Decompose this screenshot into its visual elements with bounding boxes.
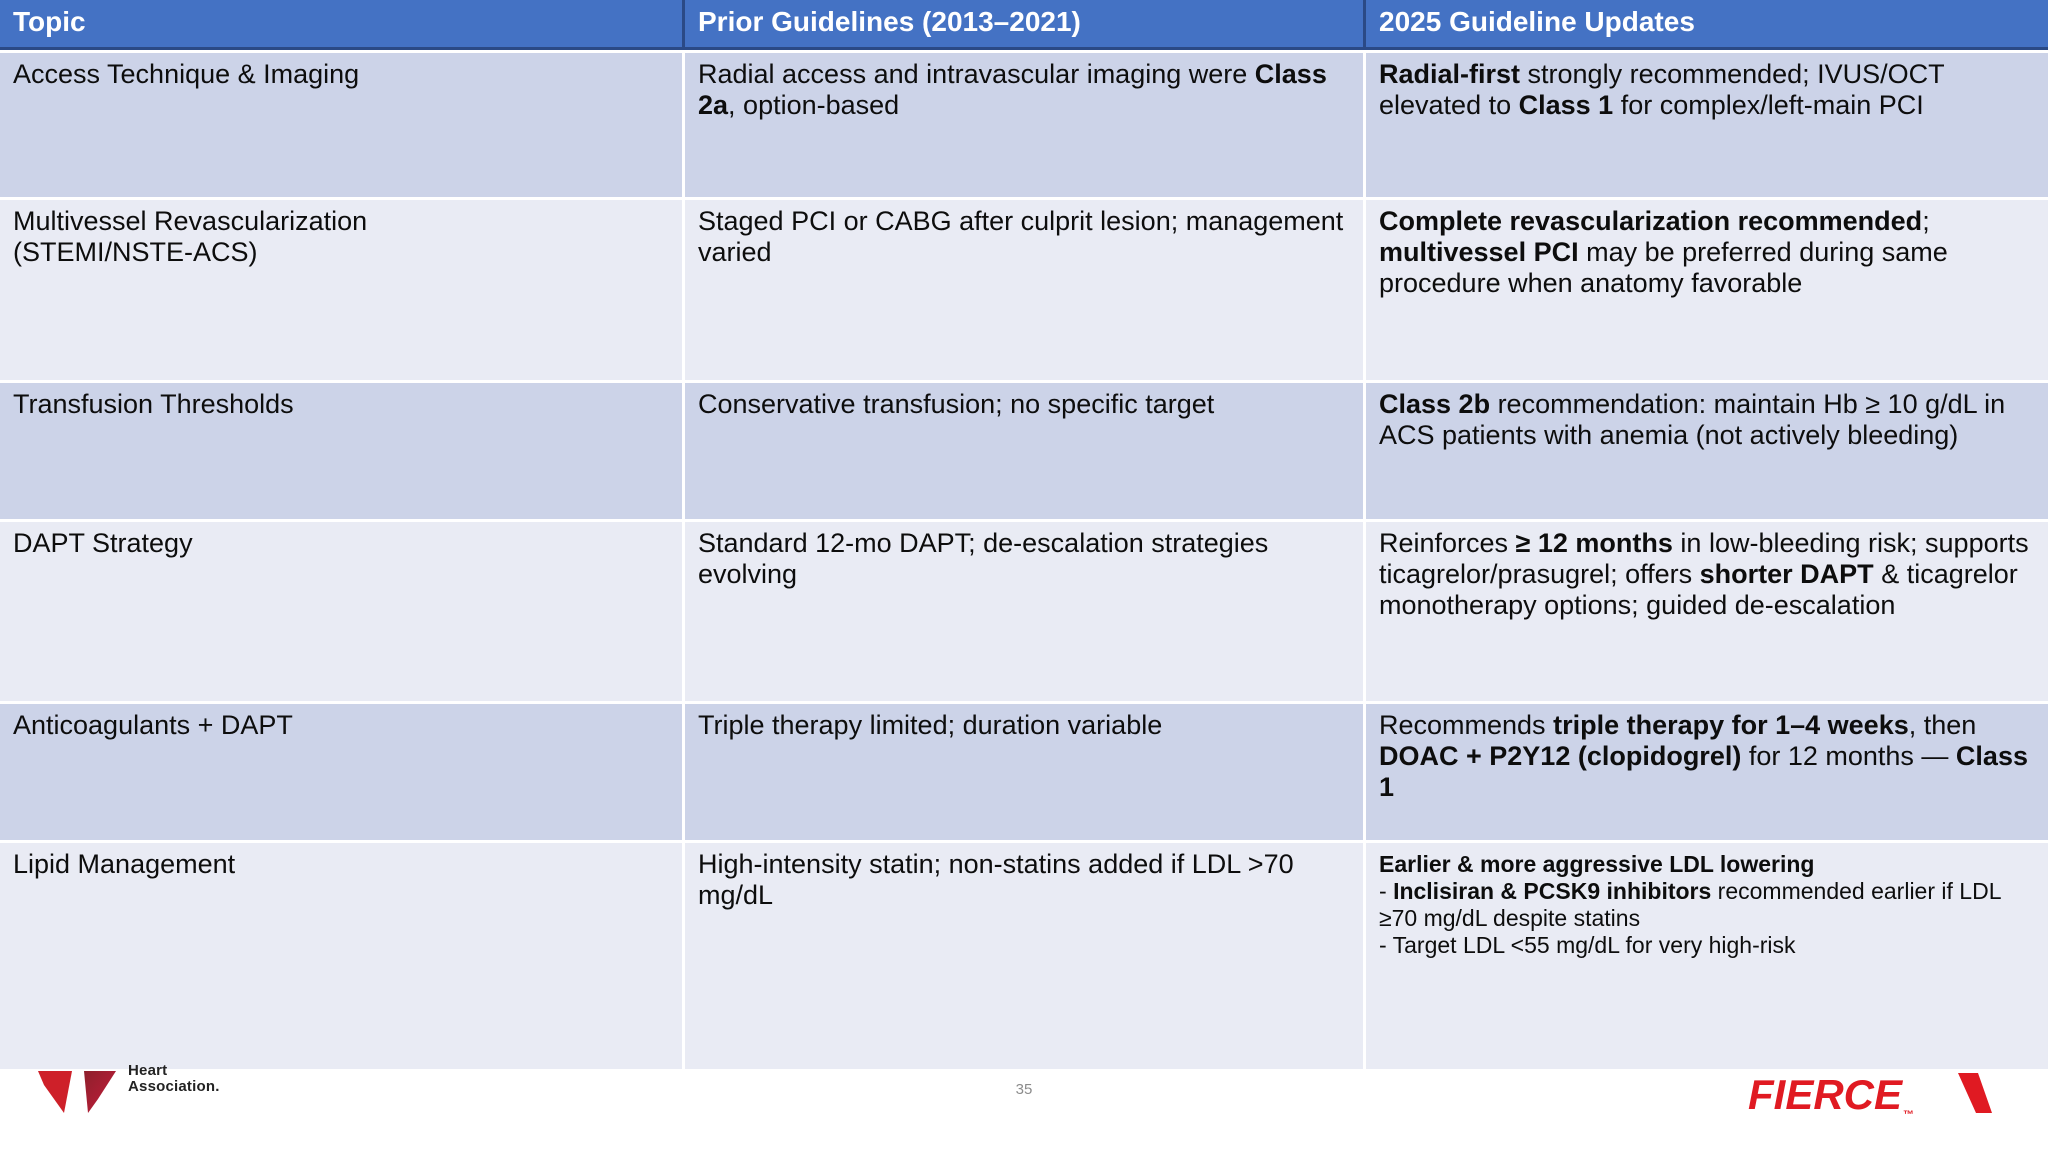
aha-logo-line2: Association. <box>128 1078 220 1095</box>
table-cell-updates: Radial-first strongly recommended; IVUS/… <box>1366 53 2048 197</box>
table-cell-topic: Access Technique & Imaging <box>0 53 682 197</box>
table-cell-updates: Complete revascularization recommended; … <box>1366 200 2048 380</box>
header-topic: Topic <box>0 0 685 50</box>
header-2025-updates: 2025 Guideline Updates <box>1366 0 2048 50</box>
slide-footer: Heart Association. 35 FIERCE™ <box>0 1063 2048 1152</box>
table-cell-updates: Reinforces ≥ 12 months in low-bleeding r… <box>1366 522 2048 701</box>
table-cell-prior: Standard 12-mo DAPT; de-escalation strat… <box>685 522 1363 701</box>
table-cell-updates: Earlier & more aggressive LDL lowering - … <box>1366 843 2048 1069</box>
table-cell-topic: Transfusion Thresholds <box>0 383 682 519</box>
fierce-trademark: ™ <box>1903 1109 1915 1121</box>
aha-heart-icon <box>38 1071 116 1113</box>
partial-logo-mark-icon <box>1958 1073 1992 1113</box>
table-cell-topic: Lipid Management <box>0 843 682 1069</box>
table-cell-prior: Conservative transfusion; no specific ta… <box>685 383 1363 519</box>
table-cell-topic: Anticoagulants + DAPT <box>0 704 682 840</box>
header-prior-guidelines: Prior Guidelines (2013–2021) <box>685 0 1366 50</box>
heart-association-logo: Heart Association. <box>38 1063 220 1113</box>
aha-logo-line1: Heart <box>128 1062 168 1079</box>
table-cell-prior: High-intensity statin; non-statins added… <box>685 843 1363 1069</box>
table-cell-updates: Class 2b recommendation: maintain Hb ≥ 1… <box>1366 383 2048 519</box>
table-cell-topic: Multivessel Revascularization (STEMI/NSTE… <box>0 200 682 380</box>
table-cell-prior: Triple therapy limited; duration variabl… <box>685 704 1363 840</box>
fierce-logo: FIERCE™ <box>1748 1071 1915 1121</box>
page-number: 35 <box>1015 1081 1033 1098</box>
table-cell-updates: Recommends triple therapy for 1–4 weeks,… <box>1366 704 2048 840</box>
fierce-logo-text: FIERCE <box>1748 1071 1903 1118</box>
table-cell-prior: Staged PCI or CABG after culprit lesion;… <box>685 200 1363 380</box>
aha-logo-text: Heart Association. <box>128 1063 220 1113</box>
guidelines-table: Topic Prior Guidelines (2013–2021) 2025 … <box>0 0 2048 1069</box>
table-cell-prior: Radial access and intravascular imaging … <box>685 53 1363 197</box>
table-cell-topic: DAPT Strategy <box>0 522 682 701</box>
